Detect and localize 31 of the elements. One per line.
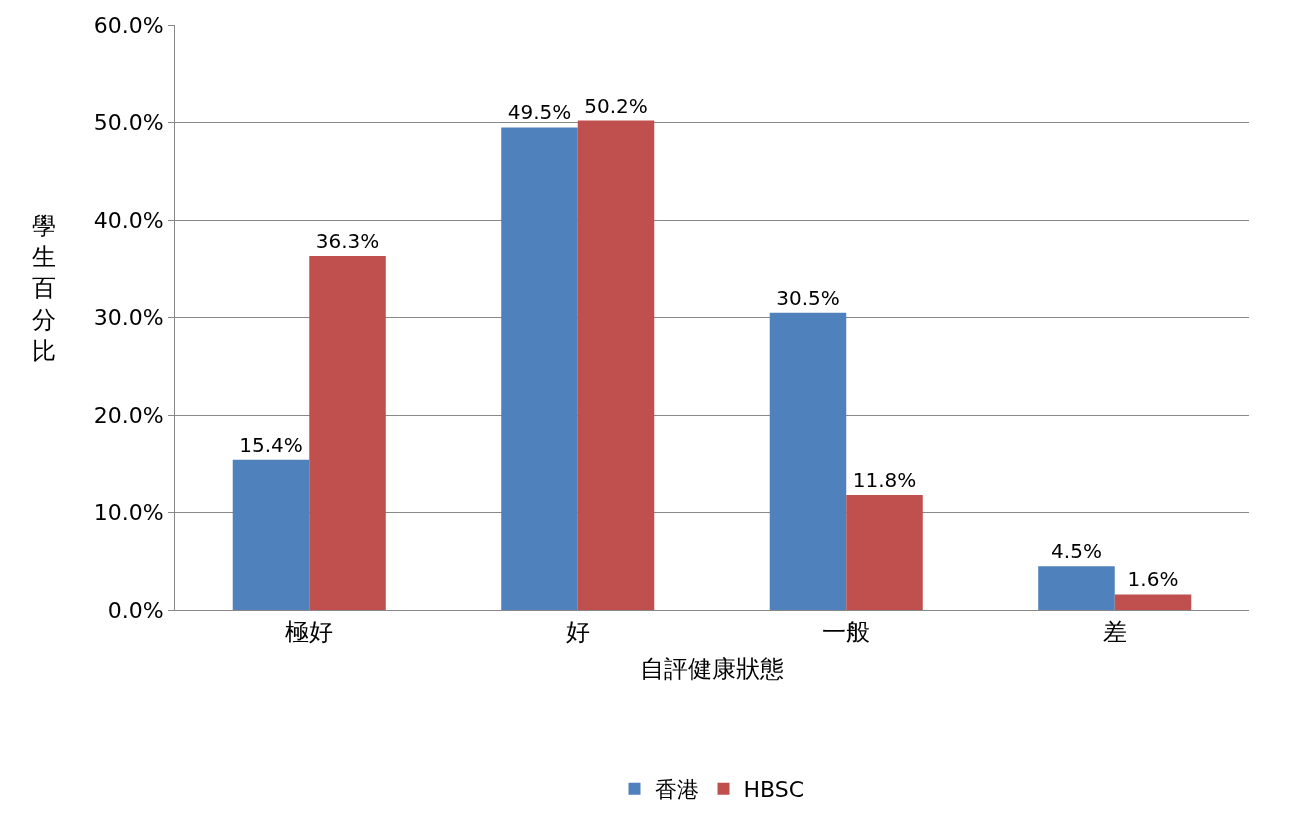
data-label: 1.6% <box>1127 567 1179 592</box>
y-tick-label: 50.0% <box>93 110 164 136</box>
y-tick-label: 10.0% <box>93 500 164 526</box>
legend-label: 香港 <box>654 777 699 803</box>
y-tick-label: 40.0% <box>93 207 164 233</box>
y-tick-label: 0.0% <box>107 597 164 623</box>
bar <box>309 256 386 610</box>
y-axis-title: 學生百分比 <box>32 212 56 365</box>
y-tick-label: 20.0% <box>93 402 164 428</box>
x-tick-label: 好 <box>565 617 590 646</box>
bar <box>232 459 310 610</box>
data-label: 4.5% <box>1051 539 1102 564</box>
data-label: 30.5% <box>776 285 840 310</box>
x-axis-title: 自評健康狀態 <box>640 655 784 684</box>
x-tick-label: 極好 <box>285 617 334 646</box>
legend-label: HBSC <box>743 777 805 803</box>
bar <box>577 120 655 610</box>
x-tick-label: 差 <box>1102 617 1127 646</box>
bar <box>769 312 847 610</box>
y-tick-label: 60.0% <box>93 12 164 38</box>
bar <box>1038 566 1115 610</box>
x-tick-label: 一般 <box>822 617 871 646</box>
data-label: 11.8% <box>852 467 917 492</box>
data-label: 15.4% <box>239 432 303 457</box>
data-label: 49.5% <box>507 100 572 125</box>
data-label: 36.3% <box>315 229 380 254</box>
y-tick-label: 30.0% <box>93 305 164 331</box>
bar <box>501 127 578 610</box>
data-label: 50.2% <box>584 93 648 118</box>
bar <box>846 494 923 610</box>
bar <box>1114 594 1192 610</box>
